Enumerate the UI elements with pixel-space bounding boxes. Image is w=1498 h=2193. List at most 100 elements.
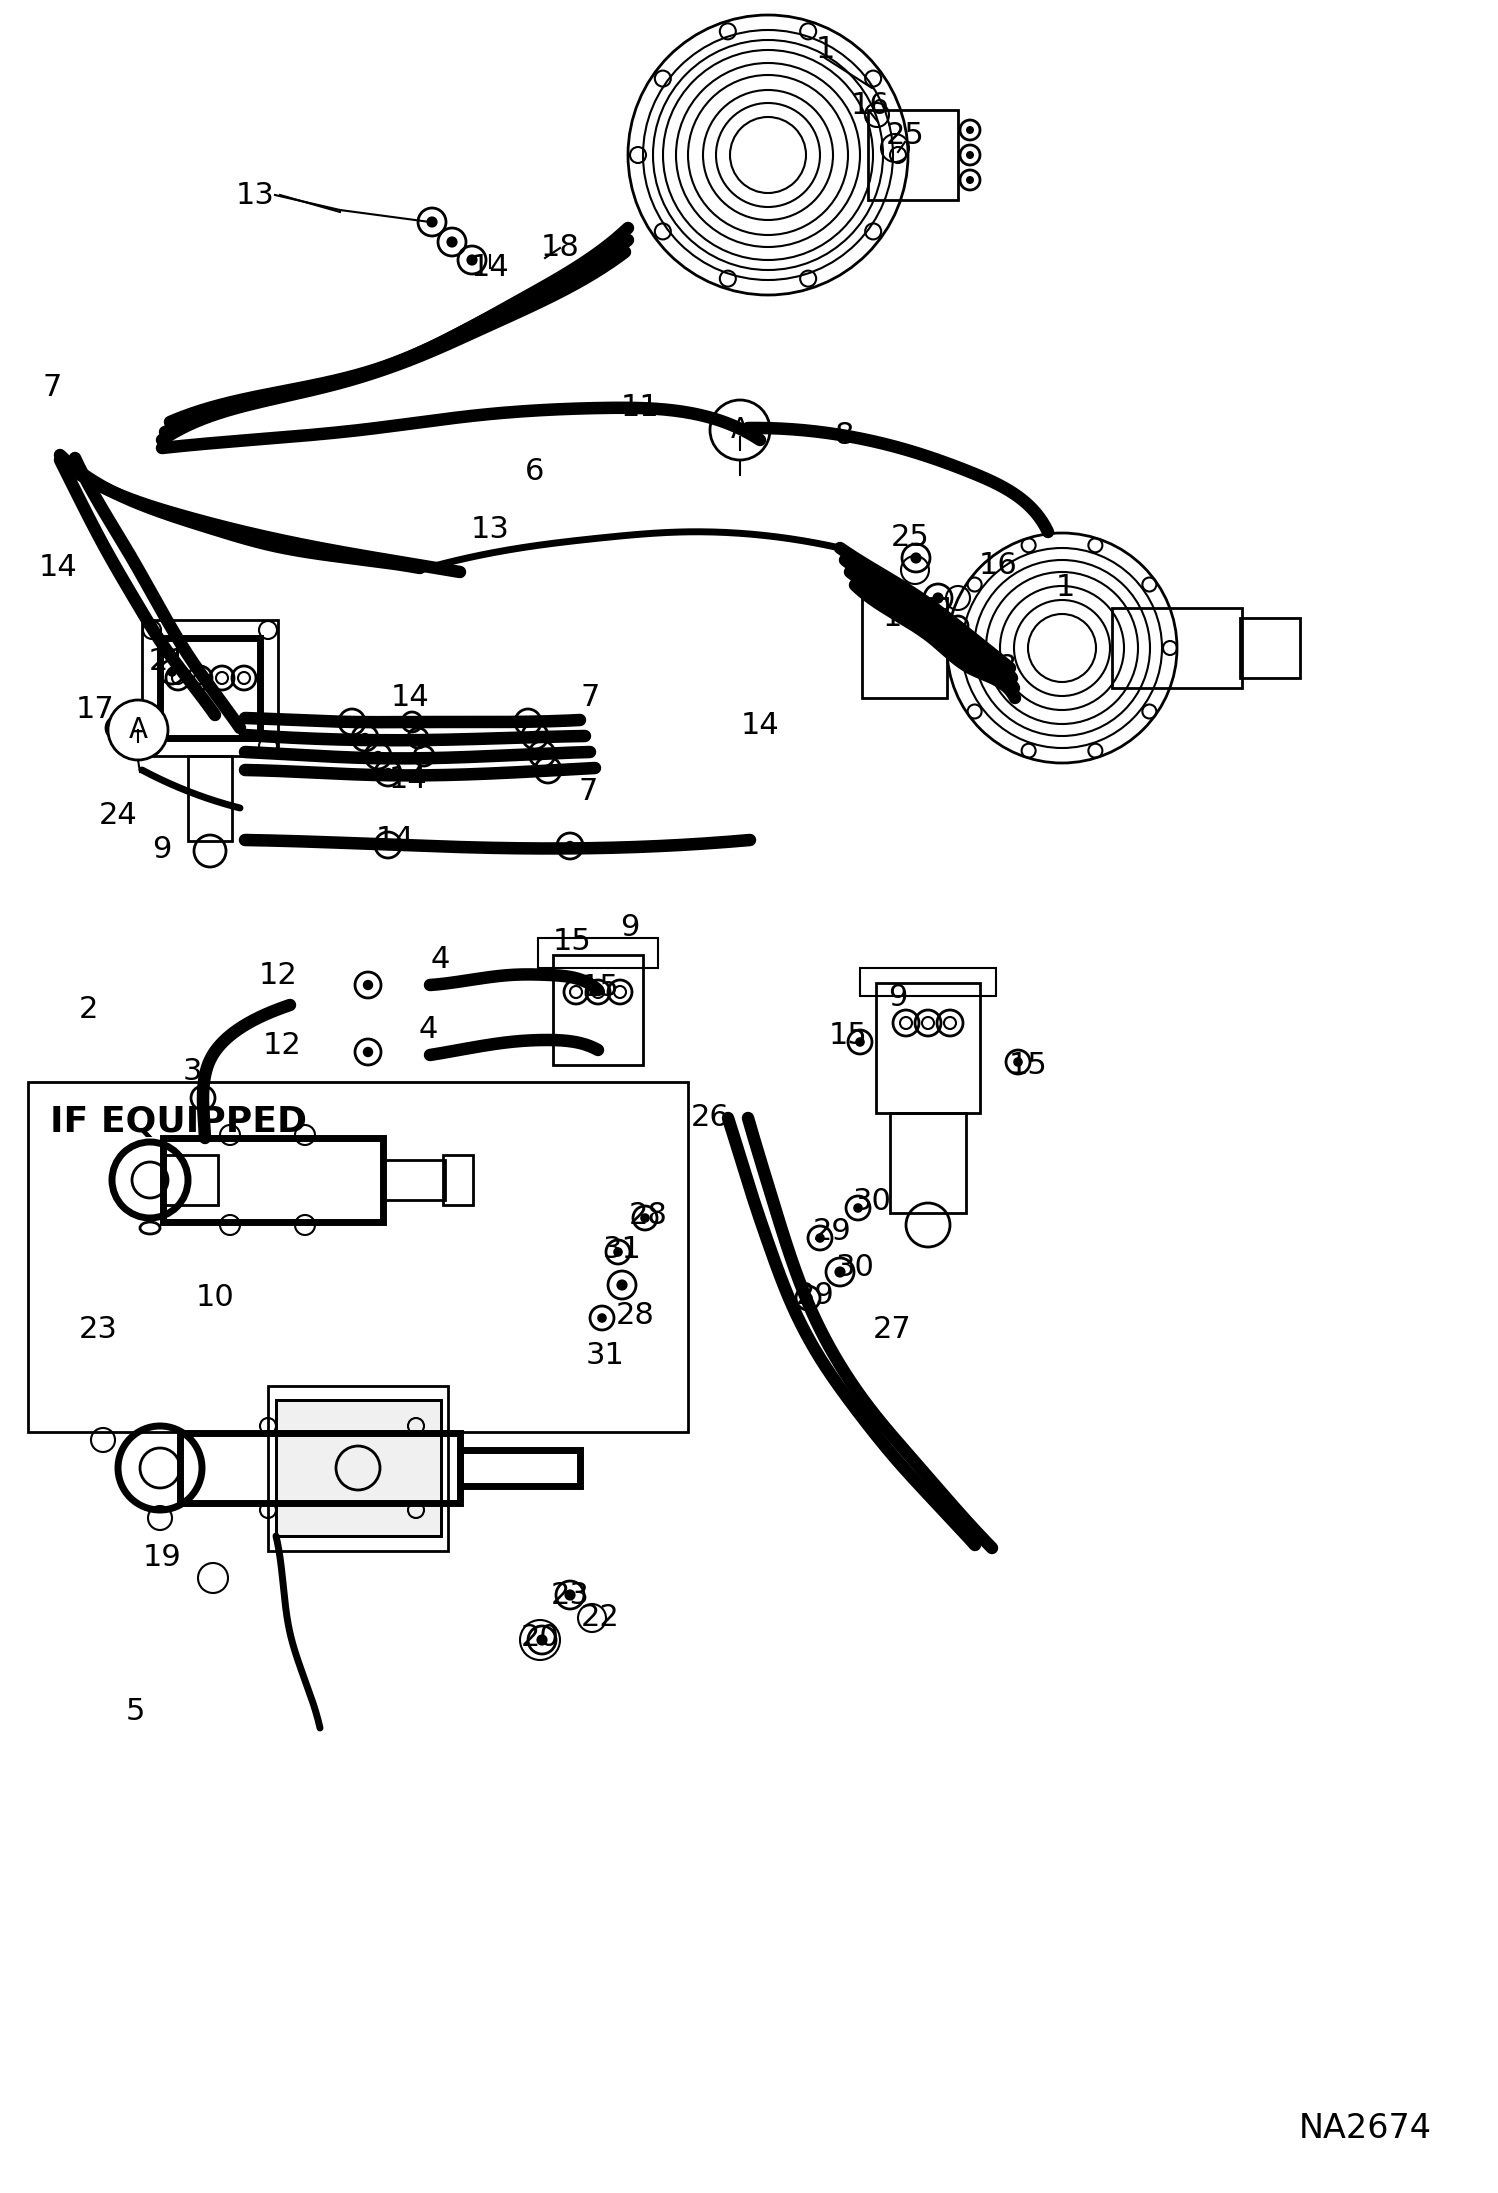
Bar <box>268 1386 448 1550</box>
Text: IF EQUIPPED: IF EQUIPPED <box>49 1105 307 1138</box>
Text: 17: 17 <box>75 695 114 724</box>
Text: 15: 15 <box>553 928 592 956</box>
Circle shape <box>363 980 373 991</box>
Circle shape <box>542 765 553 774</box>
Text: 28: 28 <box>616 1300 655 1329</box>
Circle shape <box>954 623 962 629</box>
Circle shape <box>530 730 541 741</box>
Text: 25: 25 <box>891 524 929 553</box>
Circle shape <box>413 735 422 741</box>
Bar <box>861 599 947 697</box>
Bar <box>1240 618 1300 678</box>
Bar <box>163 1156 219 1204</box>
Circle shape <box>598 1314 607 1322</box>
Circle shape <box>373 750 383 761</box>
Text: 14: 14 <box>39 553 78 583</box>
Bar <box>553 954 643 1066</box>
Text: 14: 14 <box>376 825 415 855</box>
Text: 11: 11 <box>620 393 659 423</box>
Text: 24: 24 <box>99 800 138 829</box>
Bar <box>163 1138 383 1222</box>
Circle shape <box>803 1294 813 1303</box>
Text: 9: 9 <box>888 982 908 1013</box>
Text: 2: 2 <box>78 996 97 1024</box>
Text: 20: 20 <box>521 1623 559 1654</box>
Text: 13: 13 <box>235 180 274 211</box>
Bar <box>189 757 232 840</box>
Circle shape <box>383 768 392 779</box>
Text: 7: 7 <box>42 373 61 404</box>
Circle shape <box>710 399 770 461</box>
Circle shape <box>565 840 575 851</box>
Text: 28: 28 <box>629 1200 668 1230</box>
Text: 4: 4 <box>430 945 449 974</box>
Text: 5: 5 <box>126 1697 145 1726</box>
Text: 8: 8 <box>836 421 855 450</box>
Text: 13: 13 <box>470 515 509 544</box>
Text: 13: 13 <box>882 603 921 632</box>
Text: 21: 21 <box>148 647 187 675</box>
Bar <box>460 1450 580 1487</box>
Text: 16: 16 <box>851 90 890 118</box>
Circle shape <box>348 717 357 728</box>
Text: A: A <box>129 715 147 743</box>
Text: 14: 14 <box>388 765 427 794</box>
Text: 19: 19 <box>142 1544 181 1572</box>
Text: 4: 4 <box>418 1015 437 1044</box>
Circle shape <box>966 175 974 184</box>
Bar <box>383 1160 445 1200</box>
Text: 1: 1 <box>1055 575 1074 603</box>
Text: 29: 29 <box>795 1281 834 1309</box>
Text: 23: 23 <box>551 1581 589 1610</box>
Bar <box>1112 607 1242 689</box>
Text: 30: 30 <box>836 1254 875 1283</box>
Text: 3: 3 <box>183 1057 202 1086</box>
Text: 18: 18 <box>541 232 580 263</box>
Circle shape <box>446 237 457 248</box>
Circle shape <box>523 717 533 728</box>
Circle shape <box>565 1590 575 1601</box>
Text: 29: 29 <box>812 1217 851 1246</box>
Circle shape <box>966 125 974 134</box>
Circle shape <box>427 217 437 228</box>
Text: 10: 10 <box>196 1283 234 1311</box>
Circle shape <box>536 748 547 759</box>
Text: 16: 16 <box>978 550 1017 579</box>
Circle shape <box>613 1248 623 1257</box>
Text: 31: 31 <box>602 1235 641 1265</box>
Circle shape <box>114 724 123 732</box>
Text: 6: 6 <box>526 458 545 487</box>
Text: 15: 15 <box>581 974 619 1002</box>
Text: 7: 7 <box>578 779 598 807</box>
Circle shape <box>1013 1057 1023 1066</box>
Text: 9: 9 <box>620 914 640 943</box>
Text: 15: 15 <box>828 1020 867 1050</box>
Circle shape <box>911 553 921 564</box>
Circle shape <box>407 717 416 726</box>
Circle shape <box>198 1092 208 1103</box>
Circle shape <box>966 151 974 160</box>
Text: 12: 12 <box>262 1031 301 1059</box>
Bar <box>860 967 996 996</box>
Bar <box>538 939 658 967</box>
Circle shape <box>536 1634 548 1645</box>
Text: 12: 12 <box>259 961 298 989</box>
Circle shape <box>168 667 177 678</box>
Text: A: A <box>731 417 749 443</box>
Circle shape <box>419 752 428 761</box>
Bar <box>867 110 959 200</box>
Circle shape <box>466 254 478 265</box>
Text: 27: 27 <box>873 1316 911 1344</box>
Text: 7: 7 <box>580 684 599 713</box>
Text: 23: 23 <box>78 1316 117 1344</box>
Text: 1: 1 <box>815 35 834 64</box>
Circle shape <box>640 1213 650 1224</box>
Text: 22: 22 <box>581 1603 619 1632</box>
Bar <box>890 1114 966 1213</box>
Text: 14: 14 <box>740 711 779 741</box>
Text: 9: 9 <box>153 836 172 864</box>
Text: NA2674: NA2674 <box>1299 2112 1432 2145</box>
Circle shape <box>616 1279 628 1292</box>
Bar <box>180 1432 460 1502</box>
Bar <box>276 1399 440 1535</box>
